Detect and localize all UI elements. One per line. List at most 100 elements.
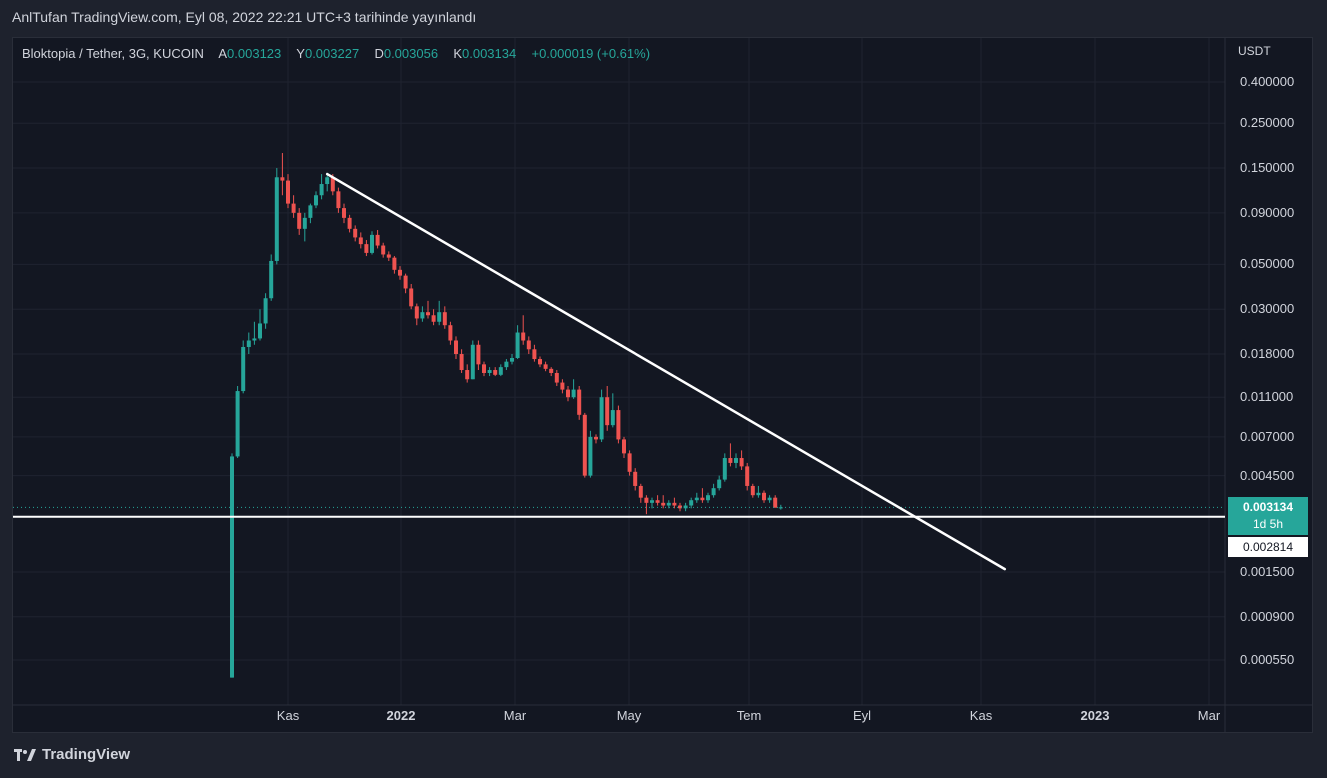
candle-body [409,288,414,307]
candle-body [745,466,750,486]
high-label: Y [296,46,305,61]
candle-body [274,177,279,261]
candle-body [599,397,604,440]
candle-body [286,180,290,204]
price-tick-label: 0.018000 [1240,346,1295,362]
candle-body [577,389,582,415]
tradingview-logo-icon [14,748,36,761]
candle-body [504,361,509,368]
open-label: A [218,46,228,61]
candle-body [258,323,262,339]
candle-body [750,485,755,496]
candle-body [342,208,346,218]
candle-body [459,354,464,371]
candle-body [235,391,240,457]
candle-body [711,488,716,496]
candle-body [521,332,526,341]
close-value: 0.003134 [462,46,517,61]
symbol-title[interactable]: Bloktopia / Tether, 3G, KUCOIN [22,46,204,61]
candle-body [638,485,643,498]
candle-body [482,364,486,373]
candle-body [448,325,453,341]
candle-body [622,439,626,454]
candle-body [241,347,246,392]
candle-body [487,370,492,373]
descending-trendline[interactable] [325,172,1007,571]
candle-body [230,456,234,678]
tradingview-logo[interactable]: TradingView [14,746,130,763]
candle-body [386,254,391,258]
candle-body [398,269,402,276]
candle-body [678,505,682,509]
candle-body [532,349,537,360]
candle-body [717,479,722,489]
candle-body [582,414,587,476]
candle-body [381,245,386,255]
time-tick-label: 2022 [386,708,416,723]
candle-body [767,497,772,501]
candle-body [588,436,593,476]
price-tick-label: 0.000550 [1240,652,1295,667]
candle-body [610,410,615,426]
candle-body [655,500,660,503]
time-tick-label: Mar [503,708,527,723]
candle-body [515,332,520,359]
candle-body [778,507,783,509]
candle-body [700,497,705,501]
candle-body [358,237,363,245]
candle-body [762,492,766,501]
candle-body [498,367,503,375]
candle-body [627,453,632,472]
time-tick-label: Eyl [852,708,872,723]
candle-body [644,497,649,503]
candle-body [364,244,369,253]
candle-body [454,340,458,355]
candle-body [302,217,307,229]
price-tick-label: 0.150000 [1240,160,1295,176]
candle-body [392,257,397,270]
price-tick-label: 0.001500 [1240,563,1295,579]
candle-body [594,436,598,440]
candle-body [549,368,554,373]
candle-body [493,370,498,375]
candle-body [526,340,531,350]
low-value: 0.003056 [383,46,439,61]
candle-body [297,212,302,229]
candle-body [308,205,313,218]
low-label: D [374,46,384,61]
candle-body [694,497,699,501]
change-value: +0.000019 (+0.61%) [531,46,651,61]
price-tick-label: 0.050000 [1240,256,1295,272]
candle-body [554,372,559,383]
candle-body [353,228,358,238]
candle-body [510,358,514,362]
price-tick-label: 0.400000 [1240,74,1295,89]
candle-body [246,340,251,348]
candle-body [403,275,408,289]
candle-body [442,312,447,326]
candle-body [773,497,778,508]
candle-body [756,492,761,496]
candle-body [280,177,285,181]
candle-body [437,312,442,322]
candle-body [616,410,621,440]
price-tick-label: 0.090000 [1240,204,1295,220]
candle-body [414,306,419,319]
candle-body [566,389,570,398]
candle-body [571,389,576,398]
candle-body [633,471,638,486]
candle-body [370,234,374,253]
currency-label[interactable]: USDT [1238,44,1271,58]
logo-text: TradingView [42,746,131,763]
price-tick-label: 0.007000 [1240,428,1295,444]
candle-body [426,312,430,316]
price-tick-label: 0.000900 [1240,608,1295,624]
candle-body [263,298,268,324]
open-value: 0.003123 [227,46,282,61]
candle-body [420,312,425,319]
candle-body [722,458,727,480]
price-tick-label: 0.250000 [1240,115,1295,131]
time-tick-label: May [616,708,642,723]
candle-body [252,338,257,341]
